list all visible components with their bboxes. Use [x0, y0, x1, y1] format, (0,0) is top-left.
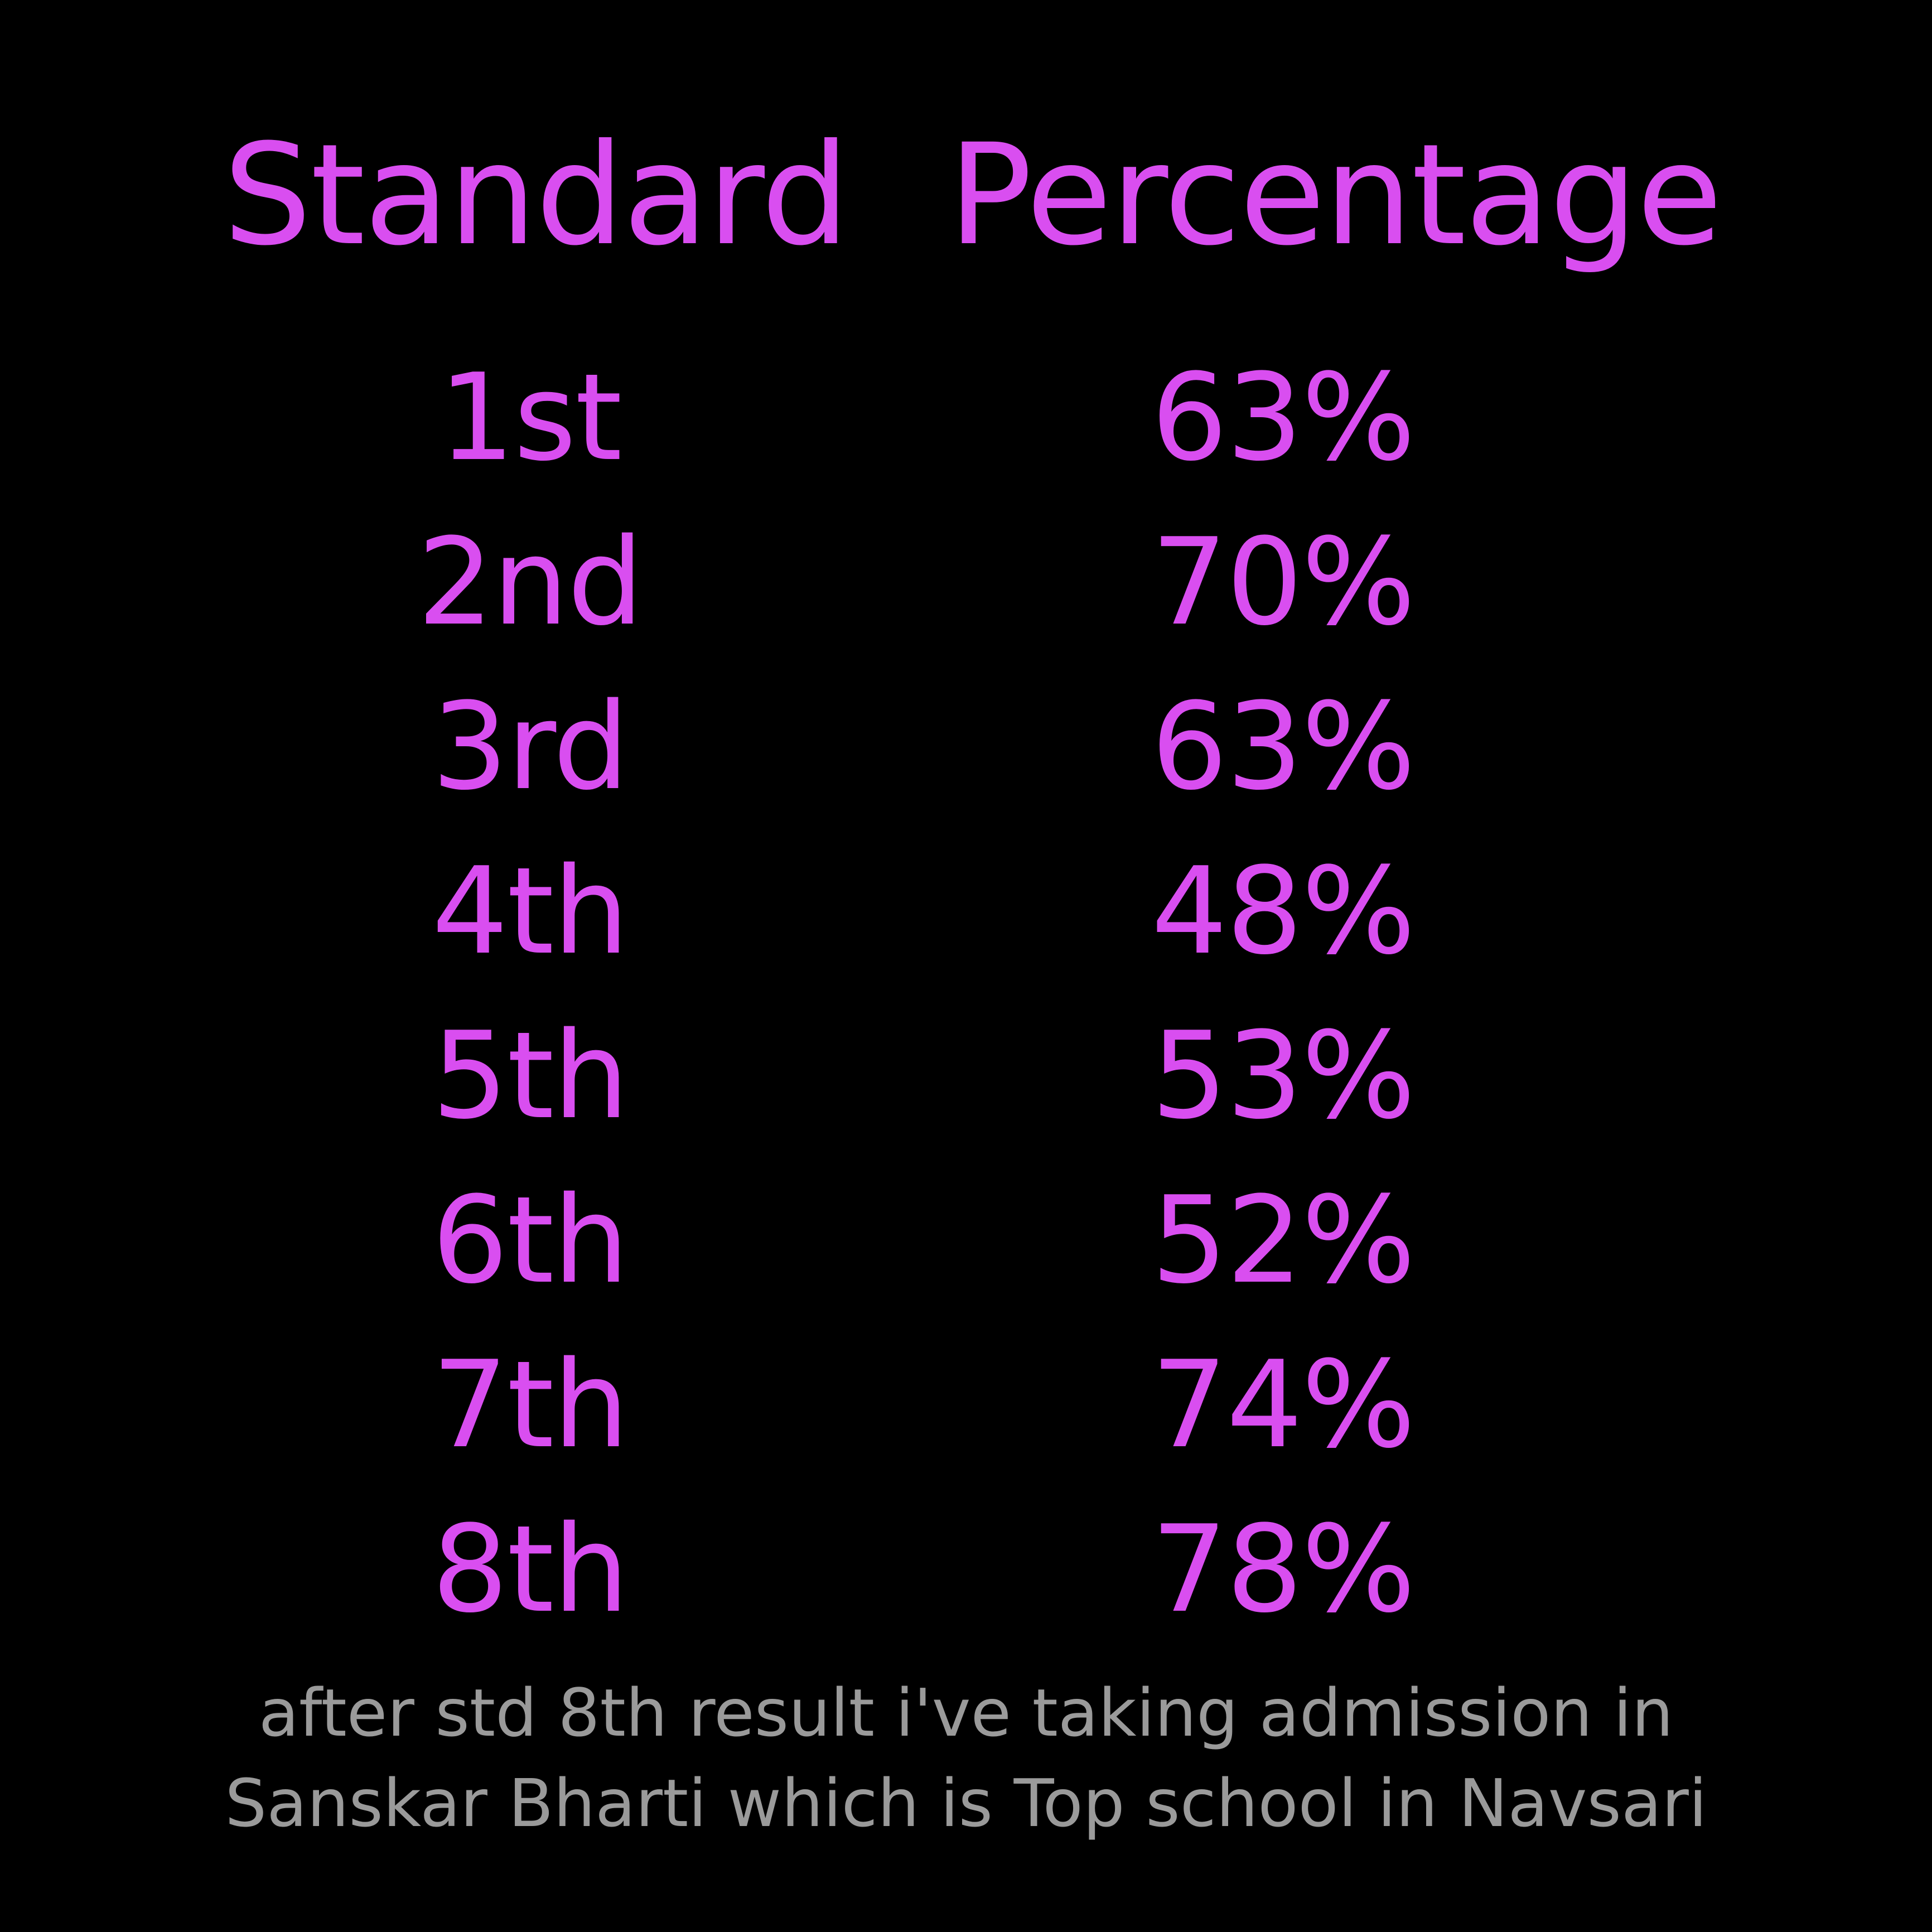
standard-cell: 3rd [432, 677, 629, 817]
table-row: 6th 52% [0, 1157, 1932, 1324]
table-row: 1st 63% [0, 335, 1932, 501]
standard-cell: 4th [432, 841, 629, 981]
percentage-cell: 63% [1151, 347, 1416, 487]
footnote-line-1: after std 8th result i've taking admissi… [258, 1674, 1674, 1751]
standard-cell: 1st [438, 347, 622, 487]
table-row: 4th 48% [0, 828, 1932, 994]
percentage-cell: 63% [1151, 677, 1416, 817]
header-percentage: Percentage [948, 114, 1722, 276]
table-row: 2nd 70% [0, 499, 1932, 665]
standard-cell: 6th [432, 1170, 629, 1310]
percentage-cell: 48% [1151, 841, 1416, 981]
standard-cell: 5th [432, 1006, 629, 1146]
table-row: 8th 78% [0, 1486, 1932, 1653]
standard-cell: 8th [432, 1499, 629, 1639]
table-row: 3rd 63% [0, 664, 1932, 830]
table-row: 5th 53% [0, 993, 1932, 1159]
header-standard: Standard [223, 114, 849, 276]
percentage-cell: 78% [1151, 1499, 1416, 1639]
footnote: after std 8th result i've taking admissi… [112, 1668, 1820, 1848]
percentage-cell: 70% [1151, 512, 1416, 652]
percentage-cell: 52% [1151, 1170, 1416, 1310]
footnote-line-2: Sanskar Bharti which is Top school in Na… [225, 1765, 1707, 1842]
table-row: 7th 74% [0, 1322, 1932, 1488]
percentage-cell: 74% [1151, 1335, 1416, 1475]
standard-cell: 2nd [417, 512, 644, 652]
percentage-cell: 53% [1151, 1006, 1416, 1146]
standard-cell: 7th [432, 1335, 629, 1475]
